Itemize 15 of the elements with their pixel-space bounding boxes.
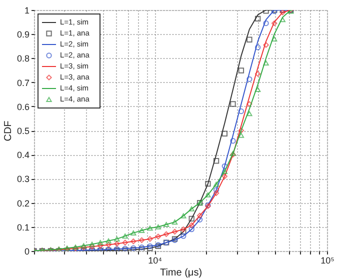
y-tick-label: 0.4 [16, 150, 30, 160]
y-tick-label: 0.3 [16, 174, 30, 184]
y-tick-label: 0.5 [16, 126, 30, 136]
x-tick-label: 10⁴ [148, 256, 162, 266]
y-tick-label: 0 [24, 246, 30, 256]
y-tick-label: 0.8 [16, 54, 30, 64]
y-tick-label: 1 [24, 6, 30, 16]
x-tick-label: 10⁵ [320, 256, 335, 266]
y-axis-title: CDF [2, 120, 14, 142]
y-tick-label: 0.9 [16, 30, 30, 40]
y-tick-label: 0.7 [16, 78, 30, 88]
y-tick-label: 0.6 [16, 102, 30, 112]
y-tick-label: 0.2 [16, 198, 30, 208]
y-tick-label: 0.1 [16, 222, 30, 232]
x-axis-title: Time (μs) [160, 268, 202, 278]
